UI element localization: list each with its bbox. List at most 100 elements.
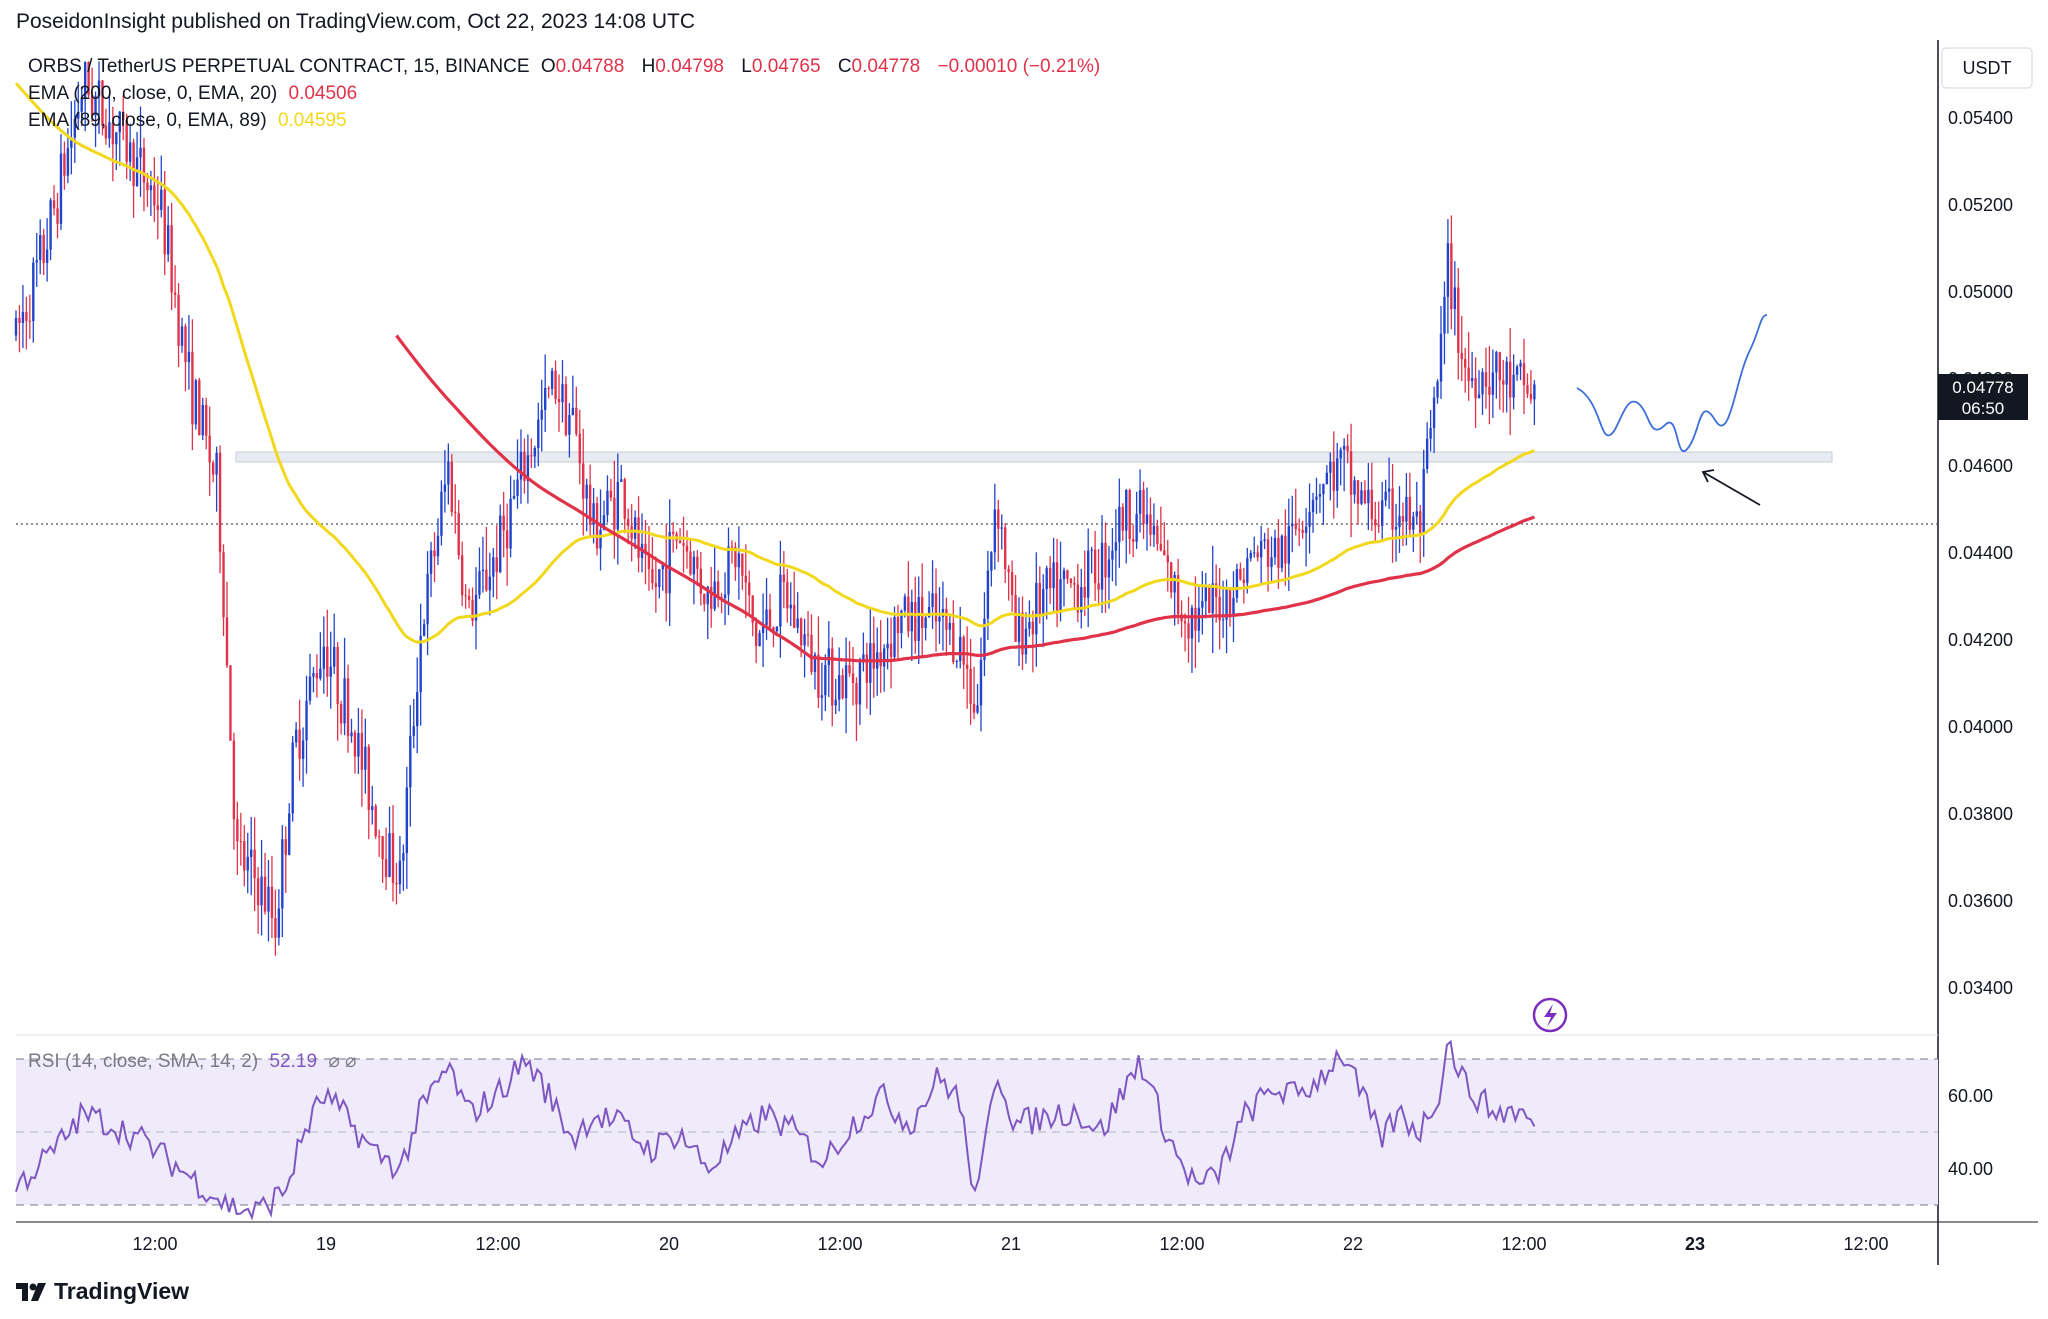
candle [865,642,869,709]
candle [315,654,319,698]
candle [173,265,177,308]
footer-brand[interactable]: TradingView [16,1278,189,1305]
candle [450,454,453,517]
candle [263,852,267,915]
candle [1003,523,1007,583]
candle [1287,498,1291,591]
candle [194,378,198,430]
candle [294,722,298,748]
candle [692,550,696,605]
candle [699,551,703,606]
candle [505,503,509,586]
candle [291,735,294,822]
candle [115,132,118,170]
candlestick-series [14,61,1536,956]
candle [623,477,626,534]
candle [1228,586,1232,627]
candle [457,500,460,560]
candle [1183,613,1187,652]
candle [810,614,813,675]
symbol-name: ORBS / TetherUS PERPETUAL CONTRACT, 15, … [28,56,530,77]
candle [1533,380,1536,426]
candle [343,637,346,736]
candle [862,632,865,672]
candle [1498,351,1501,410]
candle [1297,518,1301,547]
candle [1495,350,1498,399]
candle [706,585,709,640]
candle [1443,281,1446,365]
candle [1394,503,1398,562]
candle [748,570,751,614]
publish-header: PoseidonInsight published on TradingView… [16,10,696,33]
candle [965,626,969,709]
candle [1391,463,1394,563]
price-tick: 0.05400 [1948,108,2013,128]
resistance-zone [235,451,1833,463]
candle [1017,597,1021,667]
candle [993,483,997,570]
tradingview-logo-icon [16,1282,46,1301]
candle [1332,431,1335,519]
candle [1135,491,1138,549]
candle [485,527,488,592]
candle [1069,578,1073,588]
price-tick: 0.04000 [1948,717,2013,737]
ema89-value: 0.04595 [277,110,347,131]
candle [104,108,108,145]
candle [543,354,547,433]
candle [519,429,523,504]
candle [730,540,734,564]
candle [35,233,38,287]
candle [1166,539,1169,592]
price-tick: 0.05200 [1948,195,2013,215]
candle [326,609,329,697]
candle [1446,219,1450,334]
candle [1059,541,1062,622]
candle [1484,347,1488,409]
candle [492,548,495,598]
candle [471,587,474,627]
candle [94,91,97,148]
price-tick: 0.04200 [1948,630,2013,650]
candle [1100,515,1104,614]
candle [1505,356,1508,413]
candle [1470,351,1474,388]
candle [564,376,568,437]
ema89-legend[interactable]: EMA (89, close, 0, EMA, 89) 0.04595 [28,110,353,132]
candle [1432,386,1436,454]
candle [1277,519,1280,589]
lightning-icon[interactable] [1532,997,1568,1033]
candle [1415,481,1418,525]
candle [561,360,564,423]
candle [972,666,976,720]
candle [402,844,405,891]
time-tick: 19 [316,1234,336,1254]
candle [1360,481,1363,506]
candle [18,305,21,353]
rsi-legend[interactable]: RSI (14, close, SMA, 14, 2) 52.19 ⌀ ⌀ [28,1050,362,1073]
candle [384,827,388,891]
candle [339,700,343,735]
candle [253,817,256,912]
candle [689,540,692,576]
change-value: −0.00010 (−0.21%) [937,56,1101,77]
candle [1235,563,1239,603]
candle [575,386,578,437]
candle [962,635,965,689]
time-tick: 23 [1685,1234,1705,1254]
candle [661,563,664,591]
candle [454,484,457,534]
ema200-legend[interactable]: EMA (200, close, 0, EMA, 20) 0.04506 [28,83,363,105]
candle [1429,410,1432,452]
candle [772,626,775,648]
low-value: 0.04765 [751,56,821,77]
candle [1453,261,1457,336]
brand-name: TradingView [54,1278,190,1304]
candle [1214,564,1218,623]
candle [1031,610,1035,673]
candle [941,581,945,651]
candle [353,729,357,774]
candle [1315,477,1318,514]
